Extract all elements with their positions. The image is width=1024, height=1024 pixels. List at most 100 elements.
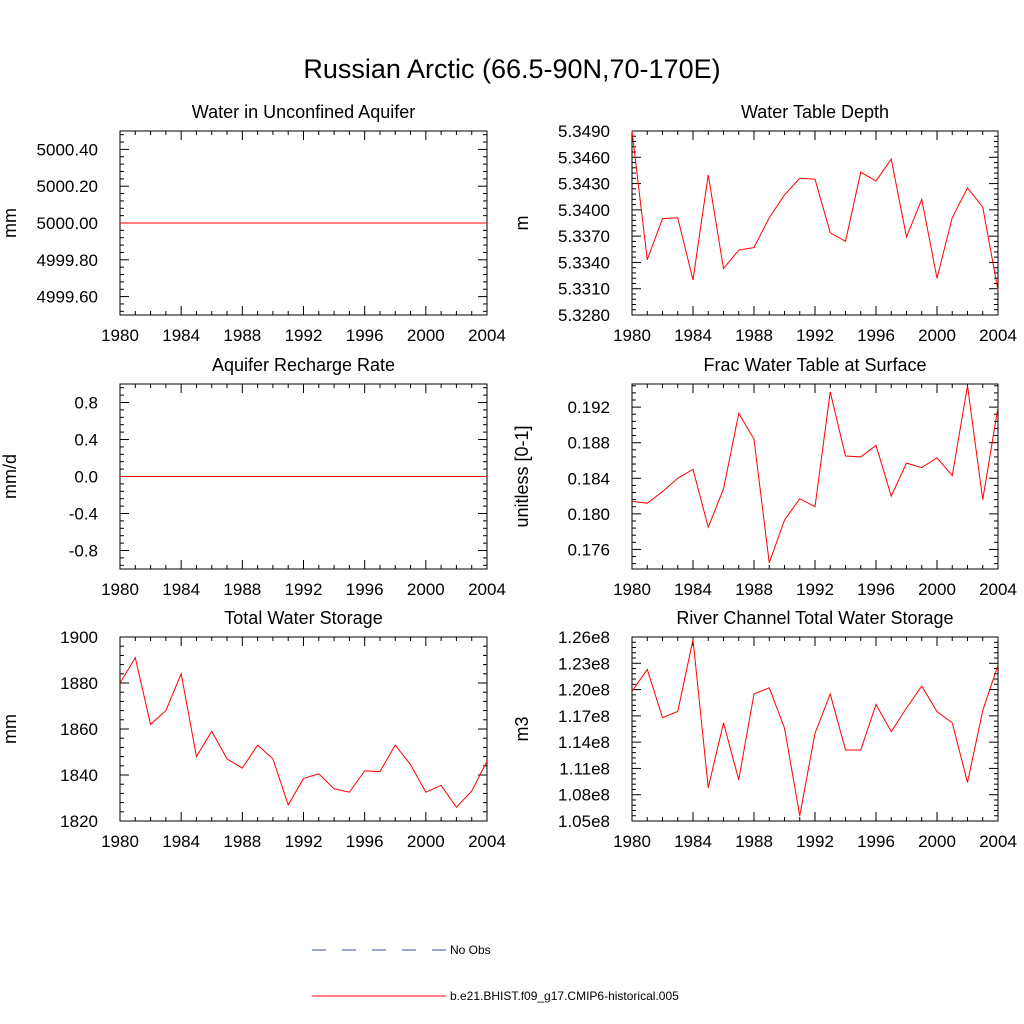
x-tick-label: 1992 (796, 832, 834, 851)
y-tick-label: 5000.20 (37, 177, 98, 196)
x-tick-label: 1992 (796, 580, 834, 599)
chart-panel-5: Total Water Storage mm 1980 1984 1988 1992 199… (0, 608, 506, 851)
y-tick-label: 4999.60 (37, 288, 98, 307)
y-tick-label: 5.3460 (558, 148, 610, 167)
series-line (631, 385, 999, 563)
x-tick-label: 1980 (101, 326, 139, 345)
x-tick-label: 1984 (674, 580, 712, 599)
x-tick-label: 1980 (613, 832, 651, 851)
x-tick-label: 2004 (468, 832, 506, 851)
y-tick-label: 1840 (60, 766, 98, 785)
y-tick-label: 0.176 (567, 540, 610, 559)
y-tick-label: 1.05e8 (558, 812, 610, 831)
x-tick-label: 1984 (674, 832, 712, 851)
x-tick-label: 2004 (979, 832, 1017, 851)
y-tick-label: 5.3370 (558, 227, 610, 246)
x-tick-label: 2004 (979, 580, 1017, 599)
y-tick-label: 1.17e8 (558, 707, 610, 726)
x-tick-label: 2000 (918, 580, 956, 599)
y-tick-label: 1.08e8 (558, 786, 610, 805)
x-tick-label: 1996 (857, 580, 895, 599)
x-tick-label: 1992 (285, 326, 323, 345)
chart-title: Total Water Storage (224, 608, 382, 628)
series-line (119, 656, 488, 808)
y-tick-label: 1.26e8 (558, 628, 610, 647)
x-tick-label: 1996 (346, 580, 384, 599)
y-tick-label: 1.11e8 (559, 759, 610, 778)
x-tick-label: 1988 (223, 832, 261, 851)
x-tick-label: 2000 (918, 832, 956, 851)
x-tick-label: 2000 (918, 326, 956, 345)
y-tick-label: 0.8 (74, 394, 98, 413)
x-tick-label: 1992 (285, 580, 323, 599)
y-tick-label: 5.3310 (558, 280, 610, 299)
chart-title: Water in Unconfined Aquifer (192, 102, 415, 122)
x-tick-label: 2004 (979, 326, 1017, 345)
x-tick-label: 1980 (613, 326, 651, 345)
y-tick-label: 5.3490 (558, 122, 610, 141)
y-tick-label: 5.3400 (558, 201, 610, 220)
x-tick-label: 1988 (735, 580, 773, 599)
chart-title: Aquifer Recharge Rate (212, 355, 395, 375)
y-axis-label: mm (0, 714, 20, 744)
chart-panels: Water in Unconfined Aquifer mm 1980 1984 198… (0, 102, 1017, 851)
legend-obs-label: No Obs (450, 943, 491, 957)
y-tick-label: 5000.40 (37, 140, 98, 159)
y-tick-label: 0.192 (567, 398, 610, 417)
y-tick-label: 1.20e8 (558, 681, 610, 700)
chart-panel-3: Aquifer Recharge Rate mm/d 1980 1984 1988 199… (0, 355, 506, 599)
x-tick-label: 2004 (468, 326, 506, 345)
y-tick-label: -0.4 (69, 505, 98, 524)
plot-frame (119, 636, 488, 822)
x-tick-label: 1996 (857, 326, 895, 345)
y-tick-label: 1860 (60, 720, 98, 739)
x-tick-label: 1996 (346, 832, 384, 851)
x-tick-label: 2000 (407, 832, 445, 851)
x-tick-label: 1984 (162, 326, 200, 345)
x-tick-label: 2000 (407, 326, 445, 345)
y-tick-label: 4999.80 (37, 251, 98, 270)
chart-title: Water Table Depth (741, 102, 889, 122)
chart-title: Frac Water Table at Surface (703, 355, 926, 375)
figure-title: Russian Arctic (66.5-90N,70-170E) (303, 54, 721, 84)
y-tick-label: 1820 (60, 812, 98, 831)
x-tick-label: 1996 (346, 326, 384, 345)
x-tick-label: 1988 (735, 832, 773, 851)
x-tick-label: 1980 (101, 832, 139, 851)
series-line (631, 639, 999, 816)
y-tick-label: 0.184 (567, 469, 610, 488)
series-line (631, 130, 999, 291)
x-tick-label: 1988 (223, 580, 261, 599)
y-axis-label: m3 (512, 716, 532, 741)
y-tick-label: 0.180 (567, 505, 610, 524)
y-tick-label: 1.23e8 (558, 654, 610, 673)
chart-title: River Channel Total Water Storage (676, 608, 953, 628)
x-tick-label: 1992 (796, 326, 834, 345)
y-tick-label: 5.3340 (558, 253, 610, 272)
y-tick-label: 1880 (60, 674, 98, 693)
plot-frame (631, 636, 999, 822)
x-tick-label: 1988 (223, 326, 261, 345)
y-tick-label: 5.3430 (558, 175, 610, 194)
x-tick-label: 1984 (162, 580, 200, 599)
plot-frame (631, 383, 999, 570)
x-tick-label: 1988 (735, 326, 773, 345)
y-axis-label: mm (0, 208, 20, 238)
y-tick-label: 0.4 (74, 431, 98, 450)
y-tick-label: 1900 (60, 628, 98, 647)
y-tick-label: -0.8 (69, 542, 98, 561)
y-axis-label: m (512, 216, 532, 231)
legend: No Obs b.e21.BHIST.f09_g17.CMIP6-histori… (312, 943, 679, 1003)
x-tick-label: 2000 (407, 580, 445, 599)
x-tick-label: 2004 (468, 580, 506, 599)
x-tick-label: 1984 (674, 326, 712, 345)
x-tick-label: 1996 (857, 832, 895, 851)
y-tick-label: 0.188 (567, 434, 610, 453)
y-tick-label: 1.14e8 (558, 733, 610, 752)
y-axis-label: unitless [0-1] (512, 425, 532, 527)
plot-frame (631, 130, 999, 316)
y-tick-label: 5.3280 (558, 306, 610, 325)
